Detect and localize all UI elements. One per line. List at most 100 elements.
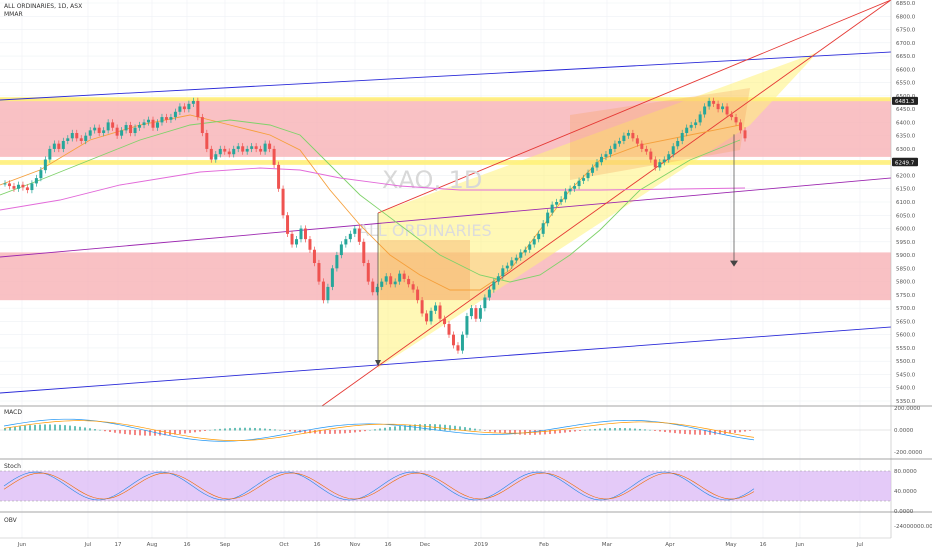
candle-body	[362, 241, 366, 264]
candle-body	[694, 122, 698, 126]
macd-bar	[429, 424, 431, 431]
candle-body	[129, 125, 133, 134]
candle-body	[7, 183, 11, 187]
macd-bar	[29, 425, 31, 431]
time-tick: Oct	[279, 542, 289, 548]
zone-yellow-band	[0, 97, 891, 102]
candle-body	[106, 122, 110, 131]
candle-body	[254, 146, 258, 149]
macd-bar	[4, 428, 6, 431]
macd-bar	[614, 428, 616, 431]
candle-body	[200, 117, 204, 134]
candle-body	[487, 289, 491, 298]
candle-body	[3, 183, 7, 185]
candle-body	[330, 268, 334, 287]
macd-bar	[514, 430, 516, 435]
macd-bar	[164, 430, 166, 436]
macd-bar	[9, 427, 11, 431]
time-tick: 16	[760, 542, 767, 548]
price-tick: 6850.0	[896, 1, 916, 7]
price-tick: 6000.0	[896, 227, 916, 233]
candle-body	[147, 119, 151, 123]
macd-bar	[494, 430, 496, 433]
macd-bar	[689, 430, 691, 435]
candle-body	[483, 297, 487, 309]
macd-bar	[474, 428, 476, 431]
candle-body	[389, 276, 393, 285]
ma-magenta	[0, 167, 746, 211]
candle-body	[303, 228, 307, 240]
candle-body	[357, 228, 361, 242]
macd-bar	[644, 429, 646, 431]
candle-body	[573, 186, 577, 189]
candle-body	[550, 204, 554, 213]
macd-bar	[369, 429, 371, 431]
macd-bar	[504, 430, 506, 434]
price-tick: 5950.0	[896, 240, 916, 246]
candlestick-series	[3, 97, 747, 354]
candle-body	[339, 244, 343, 256]
symbol-title: ALL ORDINARIES, 1D, ASX	[4, 3, 82, 10]
macd-bar	[374, 429, 376, 431]
candle-body	[335, 255, 339, 269]
candle-body	[34, 178, 38, 184]
macd-bar	[629, 428, 631, 431]
stoch-tick: 80.0000	[894, 469, 917, 475]
macd-bar	[719, 430, 721, 435]
price-tick: 6700.0	[896, 41, 916, 47]
price-axis[interactable]: 6850.0 6800.0 6750.0 6700.0 6650.0 6600.0 6550…	[896, 1, 916, 405]
macd-bar	[64, 425, 66, 431]
price-tick: 6650.0	[896, 54, 916, 60]
macd-bar	[509, 430, 511, 434]
macd-bar	[599, 428, 601, 431]
macd-bar	[379, 428, 381, 431]
stoch-band	[0, 471, 891, 501]
macd-bar	[409, 424, 411, 431]
macd-bar	[189, 430, 191, 433]
candle-body	[102, 130, 106, 134]
macd-bar	[549, 430, 551, 435]
macd-bar	[709, 430, 711, 435]
candle-body	[61, 140, 65, 149]
candle-body	[555, 202, 559, 205]
macd-bar	[714, 430, 716, 435]
trendline-purple	[0, 177, 892, 258]
stoch-tick: 40.0000	[894, 489, 917, 495]
price-tick: 5450.0	[896, 372, 916, 378]
macd-bar	[169, 430, 171, 435]
candle-body	[295, 239, 299, 245]
macd-bar	[224, 428, 226, 431]
macd-bar	[574, 430, 576, 432]
arrow-head	[730, 260, 738, 267]
time-axis[interactable]: Jun Jul 17 Aug 16 Sep Oct 16 Nov 16 Dec 2019 Feb Mar A…	[17, 542, 864, 548]
candle-body	[532, 239, 536, 245]
candle-body	[223, 148, 227, 152]
candle-body	[564, 191, 568, 200]
candle-body	[111, 122, 115, 128]
macd-bar	[669, 430, 671, 433]
time-tick: Feb	[539, 542, 549, 548]
price-badge-label: 6249.7	[895, 160, 915, 166]
candle-body	[591, 167, 595, 173]
time-tick: Mar	[602, 542, 613, 548]
ma-green	[0, 119, 741, 283]
candle-body	[420, 300, 424, 314]
candle-body	[447, 324, 451, 335]
candle-body	[712, 100, 716, 104]
macd-bar	[624, 428, 626, 431]
macd-bar	[99, 429, 101, 431]
macd-bar	[484, 430, 486, 431]
candle-body	[272, 148, 276, 165]
macd-bar	[744, 430, 746, 432]
macd-bar	[124, 430, 126, 435]
macd-bar	[49, 424, 51, 431]
macd-bar	[749, 430, 751, 431]
candle-body	[582, 178, 586, 181]
macd-bar	[684, 430, 686, 435]
obv-tick: -24000000.0000	[894, 524, 932, 530]
macd-bar	[39, 424, 41, 431]
candle-body	[626, 133, 630, 136]
macd-bar	[324, 430, 326, 434]
time-tick: Sep	[220, 542, 231, 548]
macd-bar	[209, 429, 211, 431]
